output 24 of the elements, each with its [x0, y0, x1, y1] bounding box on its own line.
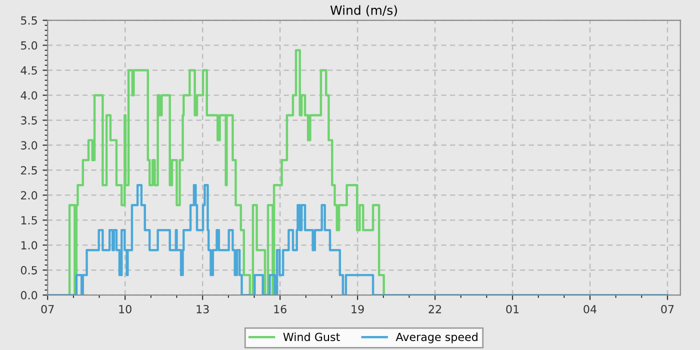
y-tick-label: 0.0 [20, 291, 38, 300]
x-tick-label: 07 [661, 304, 674, 314]
x-tick-label: 16 [274, 304, 286, 314]
legend-label: Wind Gust [283, 332, 340, 342]
x-tick-label: 04 [584, 304, 596, 314]
x-tick-label: 10 [119, 304, 132, 314]
y-tick-label: 0.5 [20, 266, 37, 274]
x-tick-label: 01 [506, 304, 519, 314]
y-tick-label: 1.5 [21, 216, 37, 224]
y-tick-label: 1.0 [21, 241, 38, 250]
y-tick-label: 4.5 [20, 66, 37, 75]
y-tick-label: 3.5 [21, 116, 37, 125]
x-tick-label: 22 [428, 304, 441, 314]
legend-label: Average speed [396, 332, 478, 344]
x-tick-label: 19 [352, 304, 364, 314]
y-tick-label: 2.0 [21, 191, 38, 200]
chart-title: Wind (m/s) [330, 5, 397, 16]
y-tick-label: 5.5 [21, 16, 37, 25]
x-tick-label: 13 [196, 304, 209, 314]
x-tick-label: 07 [41, 304, 54, 314]
y-tick-label: 3.0 [21, 141, 38, 150]
y-tick-label: 2.5 [21, 166, 37, 175]
y-tick-label: 5.0 [21, 41, 38, 50]
y-tick-label: 4.0 [20, 91, 38, 100]
